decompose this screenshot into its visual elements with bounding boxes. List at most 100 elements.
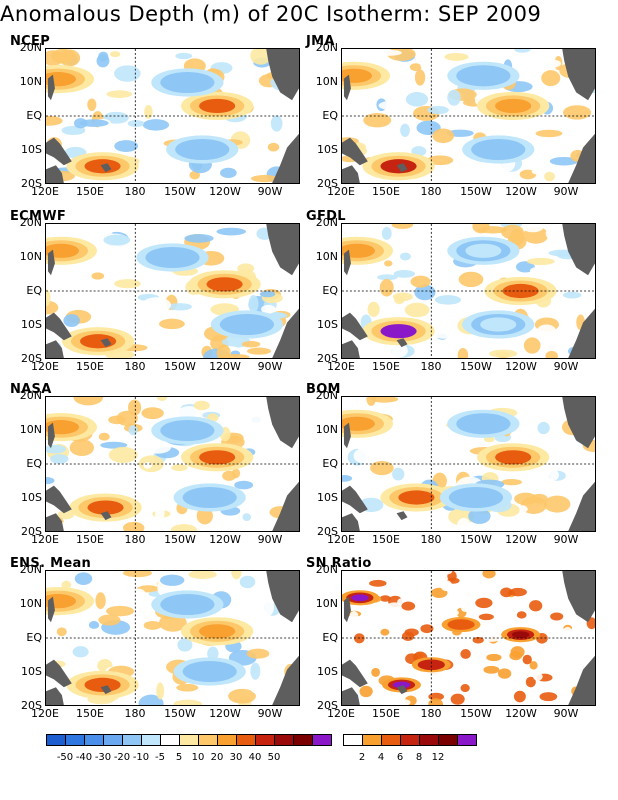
background-cell	[434, 512, 451, 526]
anomaly-mark	[154, 250, 191, 265]
background-cell	[231, 571, 242, 580]
panel-title: SN Ratio	[306, 556, 372, 571]
background-cell	[530, 493, 548, 504]
lat-tick-label: 10S	[317, 318, 338, 331]
anomaly-mark	[342, 243, 375, 258]
lon-tick-label: 120E	[31, 185, 59, 198]
anomaly-mark	[457, 490, 494, 505]
legend-label: -5	[155, 752, 165, 763]
legend-swatch	[400, 734, 420, 746]
background-cell	[128, 425, 138, 436]
background-cell	[184, 234, 214, 243]
anomaly-color-legend: -50 -40 -30 -20 -10 -5 5 10 20 30 40 50	[46, 734, 332, 766]
background-cell	[414, 69, 426, 86]
background-cell	[143, 441, 172, 454]
background-cell	[401, 601, 416, 611]
lat-tick-label: 20N	[315, 216, 338, 229]
land-mask	[568, 308, 595, 358]
anomaly-map	[45, 396, 300, 532]
background-cell	[247, 412, 265, 430]
anomaly-mark	[398, 490, 435, 505]
land-mask	[46, 687, 64, 705]
land-mask	[272, 481, 299, 531]
legend-label: 12	[431, 752, 445, 763]
background-cell	[535, 129, 563, 138]
lon-tick-label: 90W	[553, 185, 579, 198]
land-mask	[343, 74, 351, 101]
legend-swatch	[65, 734, 85, 746]
background-cell	[439, 571, 453, 575]
land-mask	[562, 571, 595, 623]
lat-tick-label: 10S	[317, 665, 338, 678]
background-cell	[545, 226, 557, 240]
background-cell	[531, 168, 542, 175]
background-cell	[379, 278, 394, 297]
anomaly-mark	[511, 631, 530, 639]
anomaly-mark	[199, 624, 236, 639]
background-cell	[484, 635, 500, 642]
background-cell	[82, 129, 98, 145]
background-cell	[143, 462, 152, 469]
lat-tick-label: 20S	[317, 525, 338, 538]
lon-tick-label: 150E	[76, 533, 104, 546]
background-cell	[127, 119, 145, 128]
panel-title: NCEP	[10, 34, 51, 49]
background-cell	[472, 587, 487, 595]
lon-tick-label: 120W	[209, 533, 241, 546]
background-cell	[525, 676, 536, 688]
legend-swatch	[103, 734, 123, 746]
anomaly-map	[341, 570, 596, 706]
background-cell	[428, 692, 444, 701]
anomaly-mark	[199, 98, 236, 114]
legend-swatch	[438, 734, 458, 746]
anomaly-map	[341, 48, 596, 184]
anomaly-mark	[495, 450, 532, 465]
legend-label: -10	[132, 752, 150, 763]
background-cell	[176, 683, 199, 692]
background-cell	[73, 397, 104, 406]
background-cell	[391, 343, 408, 358]
land-mask	[272, 308, 299, 358]
background-cell	[489, 349, 518, 358]
background-cell	[478, 613, 494, 621]
background-cell	[433, 329, 455, 339]
background-cell	[79, 119, 109, 127]
background-cell	[83, 663, 93, 673]
land-mask	[46, 659, 72, 688]
lat-tick-label: EQ	[26, 457, 42, 470]
lon-tick-label: 120W	[209, 185, 241, 198]
background-cell	[220, 167, 237, 178]
background-cell	[143, 620, 162, 630]
lat-tick-label: 10S	[21, 491, 42, 504]
background-cell	[529, 600, 543, 612]
lon-tick-label: 150W	[164, 533, 196, 546]
background-cell	[189, 170, 200, 180]
legend-swatch	[419, 734, 439, 746]
land-mask	[47, 74, 55, 101]
background-cell	[342, 279, 363, 295]
land-mask	[46, 513, 64, 531]
lon-tick-label: 120E	[327, 360, 355, 373]
lon-tick-label: 90W	[257, 533, 283, 546]
lat-tick-label: EQ	[322, 109, 338, 122]
background-cell	[114, 279, 141, 289]
background-cell	[234, 480, 254, 490]
background-cell	[103, 111, 129, 124]
background-cell	[549, 631, 565, 641]
background-cell	[385, 257, 414, 272]
background-cell	[149, 647, 169, 663]
lon-tick-label: 120E	[327, 707, 355, 720]
map-panel-ens-mean: ENS. Mean 20N 10N EQ 10S 20S 120E 150E 180 150W 12…	[2, 556, 302, 736]
lat-tick-label: 20N	[19, 563, 42, 576]
background-cell	[537, 421, 550, 435]
background-cell	[88, 621, 100, 629]
lon-tick-label: 120W	[505, 360, 537, 373]
background-cell	[513, 690, 526, 703]
anomaly-mark	[452, 621, 470, 629]
background-cell	[447, 89, 461, 106]
background-cell	[397, 699, 411, 705]
sn-ratio-color-legend: 2 4 6 8 12	[343, 734, 477, 766]
background-cell	[468, 508, 491, 524]
anomaly-mark	[480, 142, 517, 157]
legend-swatch	[84, 734, 104, 746]
